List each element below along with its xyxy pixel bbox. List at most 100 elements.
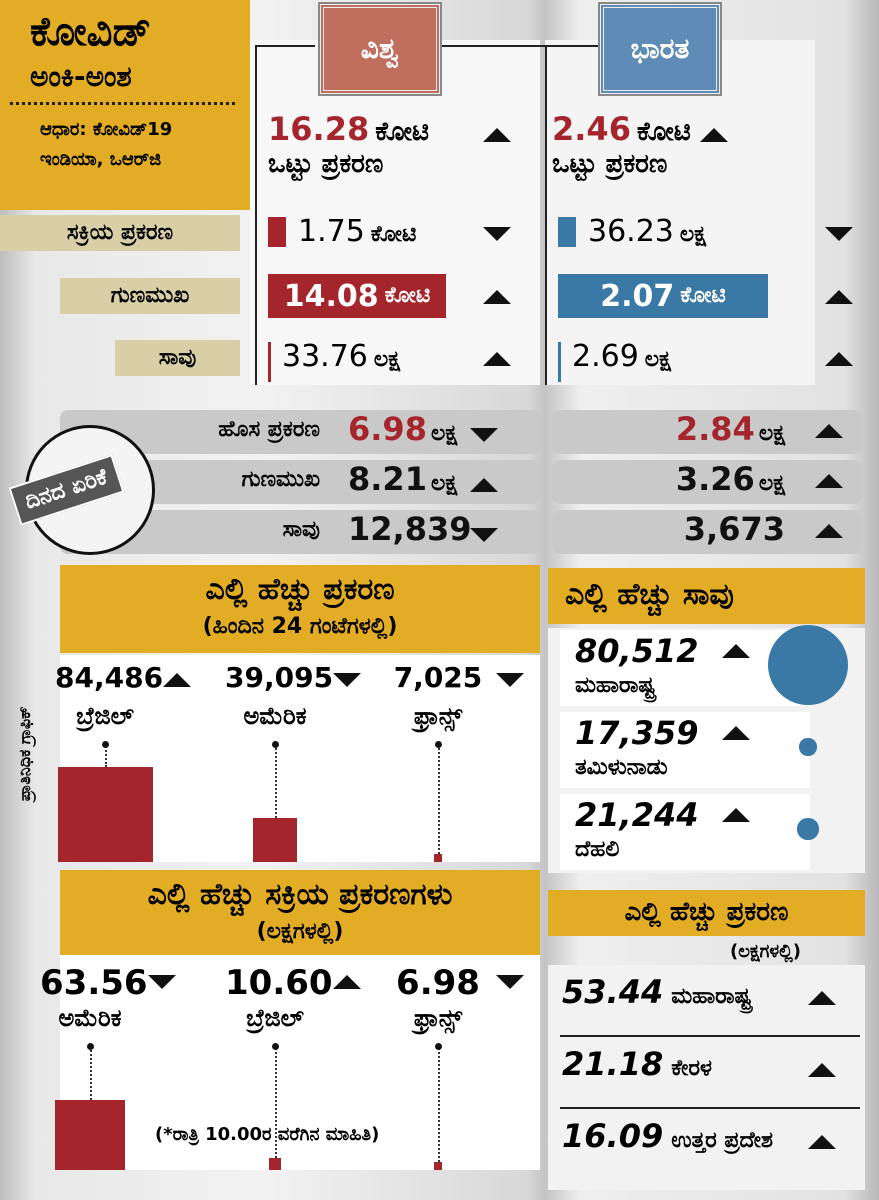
trend-arrow: [470, 428, 498, 442]
stat-marker: [558, 217, 576, 247]
section-title: ಎಲ್ಲಿ ಹೆಚ್ಚು ಪ್ರಕರಣ: [624, 897, 789, 927]
header-subtitle: ಅಂಕಿ-ಅಂಶ: [30, 60, 132, 93]
value: 3.26: [675, 460, 755, 498]
daily-row: [552, 510, 862, 554]
unit: ಕೋಟಿ: [370, 222, 417, 247]
divider: [255, 45, 315, 47]
unit: ಲಕ್ಷ: [430, 421, 458, 446]
section-header: [548, 568, 865, 624]
unit: ಕೋಟಿ: [375, 117, 430, 147]
value-square: [57, 767, 153, 862]
panel: [60, 955, 540, 1170]
value: 6.98: [348, 410, 427, 448]
item-value: 63.56: [40, 963, 148, 1003]
item-value: 10.60: [225, 963, 333, 1003]
value: 21.18: [562, 1045, 664, 1083]
unit: ಕೋಟಿ: [636, 117, 691, 147]
trend-arrow: [483, 352, 511, 366]
leader-dot: [87, 1043, 94, 1050]
unit: ಲಕ್ಷ: [644, 347, 671, 372]
value: 3,673: [683, 510, 785, 548]
item-value: 80,512: [575, 632, 699, 670]
unit: ಲಕ್ಷ: [679, 222, 707, 247]
item-name: ಬ್ರೆಜಿಲ್: [76, 702, 134, 730]
section-title: ಎಲ್ಲಿ ಹೆಚ್ಚು ಸಾವು: [565, 577, 734, 612]
leader-line: [275, 1045, 277, 1159]
stat-value: 36.23 ಲಕ್ಷ: [588, 215, 706, 248]
item-name: ತಮಿಳುನಾಡು: [575, 755, 668, 780]
unit: ಕೋಟಿ: [384, 282, 431, 308]
stat-value: 2.69 ಲಕ್ಷ: [572, 340, 671, 373]
stat-label: ಸಾವು: [115, 340, 240, 376]
trend-arrow: [148, 975, 176, 989]
leader-dot: [435, 741, 442, 748]
total-label: ಒಟ್ಟು ಪ್ರಕರಣ: [552, 149, 668, 179]
total-value: 16.28 ಕೋಟಿ: [268, 110, 430, 148]
divider: [255, 45, 257, 385]
note: (*ರಾತ್ರಿ 10.00ರ ವರೆಗಿನ ಮಾಹಿತಿ): [155, 1124, 380, 1145]
value: 53.44: [562, 973, 664, 1011]
divider: [545, 45, 600, 47]
item-row: 16.09 ಉತ್ತರ ಪ್ರದೇಶ: [562, 1117, 773, 1155]
daily-value: 3.26 ಲಕ್ಷ: [560, 460, 785, 498]
value: 12,839: [348, 510, 472, 548]
value: 16.28: [268, 110, 370, 148]
trend-arrow: [722, 726, 750, 740]
leader-dot: [272, 741, 279, 748]
source: ಇಂಡಿಯಾ, ಒಆರ್‌ಜಿ: [40, 149, 162, 170]
section-subtitle: (ಹಿಂದಿನ 24 ಗಂಟೆಗಳಲ್ಲಿ): [202, 614, 398, 639]
total-label: ಒಟ್ಟು ಪ್ರಕರಣ: [268, 149, 384, 179]
value-square: [434, 854, 442, 862]
section-title: ಎಲ್ಲಿ ಹೆಚ್ಚು ಪ್ರಕರಣ: [205, 572, 395, 607]
section-title: ಎಲ್ಲಿ ಹೆಚ್ಚು ಸಕ್ರಿಯ ಪ್ರಕರಣಗಳು: [147, 877, 453, 912]
daily-label: ಗುಣಮುಖ: [241, 467, 320, 492]
value-circle: [768, 625, 848, 705]
daily-value: 6.98 ಲಕ್ಷ: [348, 410, 458, 448]
source: ಆಧಾರ: ಕೋವಿಡ್19: [40, 119, 173, 140]
value: 16.09: [562, 1117, 664, 1155]
unit: ಲಕ್ಷ: [373, 347, 401, 372]
unit: ಲಕ್ಷ: [430, 471, 458, 496]
stat-marker: [268, 342, 271, 382]
name: ಕೇರಳ: [671, 1056, 712, 1081]
leader-line: [275, 743, 277, 819]
trend-arrow: [808, 1135, 836, 1149]
daily-row: [60, 410, 540, 454]
item-row: 21.18 ಕೇರಳ: [562, 1045, 712, 1083]
trend-arrow: [722, 808, 750, 822]
panel: [250, 40, 540, 385]
value-square: [434, 1162, 442, 1170]
item-row: [560, 794, 810, 870]
trend-arrow: [470, 528, 498, 542]
item-value: 6.98: [396, 963, 480, 1003]
stat-value: 33.76 ಲಕ್ಷ: [282, 340, 400, 373]
value-square: [253, 818, 297, 862]
trend-arrow: [808, 1063, 836, 1077]
trend-arrow: [483, 290, 511, 304]
trend-arrow: [496, 975, 524, 989]
value-circle: [799, 738, 817, 756]
value: 14.08: [283, 278, 379, 314]
item-row: 53.44 ಮಹಾರಾಷ್ಟ್ರ: [562, 973, 752, 1011]
side-label: ಪ್ರಾತಿನಿಧಿಕ ಗ್ರಾಫಿಕ್: [15, 706, 35, 802]
leader-line: [90, 1045, 92, 1100]
leader-dot: [272, 1043, 279, 1050]
value: 8.21: [348, 460, 427, 498]
trend-arrow: [815, 524, 843, 538]
item-name: ಅಮೆರಿಕ: [58, 1004, 122, 1032]
item-value: 17,359: [575, 714, 699, 752]
daily-row: [552, 460, 862, 504]
section-header: [60, 565, 540, 653]
item-name: ಫ್ರಾನ್ಸ್: [413, 702, 463, 730]
panel: [545, 40, 815, 385]
daily-value: 8.21 ಲಕ್ಷ: [348, 460, 458, 498]
trend-arrow: [815, 474, 843, 488]
daily-label: ಹೊಸ ಪ್ರಕರಣ: [218, 417, 320, 442]
value: 36.23: [588, 214, 674, 249]
name: ಉತ್ತರ ಪ್ರದೇಶ: [671, 1128, 773, 1153]
leader-line: [438, 1045, 440, 1163]
stat-marker: [268, 217, 286, 247]
value: 2.84: [675, 410, 755, 448]
wave-line: [10, 102, 235, 105]
